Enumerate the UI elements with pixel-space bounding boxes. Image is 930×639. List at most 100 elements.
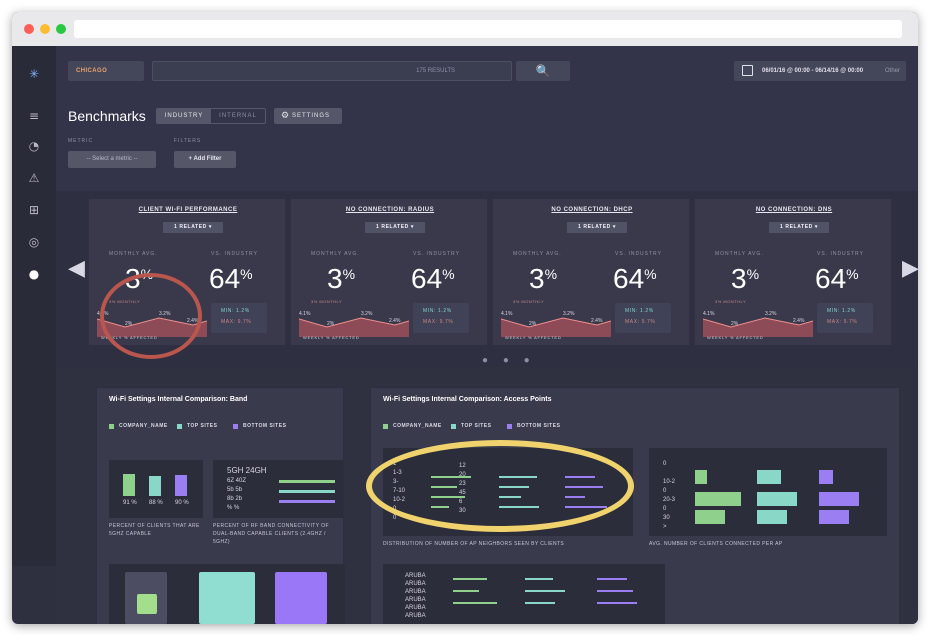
top-square [199,572,255,624]
metric-card[interactable]: NO CONNECTION: DNS 1 RELATED ▾ MONTHLY A… [694,198,892,346]
search-icon: 🔍 [535,64,551,78]
bar-top [149,476,161,496]
date-range[interactable]: 06/01/16 @ 00:00 - 06/14/16 @ 00:00 Other [734,61,906,81]
spark-4: 2.4% [389,318,401,324]
bottom-square [275,572,327,624]
sidebar: ✳ ≡ ◔ ⚠ ⊞ ◎ ● [12,46,56,566]
weekly-label: WEEKLY % AFFECTED [707,335,764,340]
bar-company [123,474,135,496]
min-value: MIN: 1.2% [625,308,654,314]
add-filter-button[interactable]: + Add Filter [174,151,236,168]
brand-icon[interactable]: ✳ [28,67,40,81]
vs-value: 64% [209,263,253,294]
next-arrow-icon[interactable]: ▶ [902,256,918,281]
network-icon[interactable]: ⊞ [28,203,40,217]
menu-icon[interactable]: ≡ [28,109,40,123]
card-title[interactable]: CLIENT WI-FI PERFORMANCE [138,207,238,213]
min-value: MIN: 1.2% [423,308,452,314]
location-select[interactable]: CHICAGO [68,61,144,81]
related-button[interactable]: 1 RELATED ▾ [567,222,627,233]
card-pager[interactable]: ● ● ● [482,355,536,366]
spark-4: 2.4% [793,318,805,324]
min-max-box: MIN: 1.2% MAX: 9.7% [615,303,671,333]
band-row-3: 8b 2b [227,496,243,502]
settings-button[interactable]: ⚙ SETTINGS [274,108,342,124]
vendor-5: ARUBA [405,605,426,611]
weekly-label: WEEKLY % AFFECTED [505,335,562,340]
bar-label-bottom: 90 % [175,500,189,506]
vs-label: VS. INDUSTRY [413,251,460,257]
monthly-note: 3% MONTHLY [715,299,747,304]
band-row-1: 6Z 40Z [227,478,247,484]
vendor-1: ARUBA [405,573,426,579]
calendar-icon [742,65,753,76]
spark-1: 4.1% [299,311,311,317]
max-value: MAX: 9.7% [827,319,858,325]
gauge-icon[interactable]: ◔ [28,139,40,153]
metric-card[interactable]: NO CONNECTION: RADIUS 1 RELATED ▾ MONTHL… [290,198,488,346]
gear-icon: ⚙ [281,111,291,121]
bar-label-company: 91 % [123,500,137,506]
related-button[interactable]: 1 RELATED ▾ [163,222,223,233]
segmented-toggle: INDUSTRY INTERNAL [156,108,266,124]
user-icon[interactable]: ● [28,267,40,281]
rf-bar [279,500,335,503]
toggle-internal[interactable]: INTERNAL [219,113,257,119]
search-results: 175 RESULTS [416,68,455,74]
legend-top: TOP SITES [177,423,217,429]
close-dot[interactable] [24,24,34,34]
related-button[interactable]: 1 RELATED ▾ [365,222,425,233]
metric-select[interactable]: -- Select a metric -- [68,151,156,168]
maximize-dot[interactable] [56,24,66,34]
legend-bottom: BOTTOM SITES [233,423,286,429]
legend-bottom: BOTTOM SITES [507,423,560,429]
band-row-4: % % [227,505,240,511]
monthly-value: 3% [327,263,356,294]
minimize-dot[interactable] [40,24,50,34]
date-other: Other [884,68,900,74]
globe-icon[interactable]: ◎ [28,235,40,249]
sparkline: 4.1% 2% 3.2% 2.4% [299,311,409,337]
metric-label: METRIC [68,138,94,144]
vs-label: VS. INDUSTRY [817,251,864,257]
monthly-label: MONTHLY AVG. [311,251,360,257]
vendor-4: ARUBA [405,597,426,603]
rf-chart: 5GH 24GH 6Z 40Z 5b 5b 8b 2b % % [213,460,343,518]
spark-1: 4.1% [703,311,715,317]
band-row-2: 5b 5b [227,487,243,493]
monthly-value: 3% [529,263,558,294]
card-title[interactable]: NO CONNECTION: DNS [755,207,833,213]
monthly-label: MONTHLY AVG. [513,251,562,257]
monthly-value: 3% [731,263,760,294]
card-title[interactable]: NO CONNECTION: RADIUS [345,207,435,213]
related-button[interactable]: 1 RELATED ▾ [769,222,829,233]
warning-icon[interactable]: ⚠ [28,171,40,185]
weekly-label: WEEKLY % AFFECTED [303,335,360,340]
card-title[interactable]: NO CONNECTION: DHCP [551,207,633,213]
legend-top: TOP SITES [451,423,491,429]
spark-2: 2% [731,321,739,327]
search-input[interactable]: 175 RESULTS [152,61,512,81]
highlight-circle-yellow [366,440,634,532]
company-square-inner [137,594,157,614]
vendor-6: ARUBA [405,613,426,619]
filters-label: FILTERS [174,138,202,144]
vendor-chart: ARUBA ARUBA ARUBA ARUBA ARUBA ARUBA [383,564,665,624]
prev-arrow-icon[interactable]: ◀ [68,256,85,281]
date-text: 06/01/16 @ 00:00 - 06/14/16 @ 00:00 [762,68,864,74]
band-caption-2: PERCENT OF RF BAND CONNECTIVITY OF DUAL-… [213,523,329,545]
vendor-3: ARUBA [405,589,426,595]
vs-label: VS. INDUSTRY [615,251,662,257]
ap-caption-1: DISTRIBUTION OF NUMBER OF AP NEIGHBORS S… [383,541,565,547]
band-title: Wi-Fi Settings Internal Comparison: Band [109,396,248,403]
search-button[interactable]: 🔍 [516,61,570,81]
spark-3: 3.2% [765,311,777,317]
url-bar[interactable] [74,20,902,38]
five-ghz-chart: 91 % 88 % 90 % [109,460,203,518]
vs-value: 64% [411,263,455,294]
main-area: CHICAGO 175 RESULTS 🔍 06/01/16 @ 00:00 -… [56,46,918,624]
toggle-industry[interactable]: INDUSTRY [157,109,211,123]
monthly-note: 3% MONTHLY [311,299,343,304]
metric-card[interactable]: NO CONNECTION: DHCP 1 RELATED ▾ MONTHLY … [492,198,690,346]
top-band: CHICAGO 175 RESULTS 🔍 06/01/16 @ 00:00 -… [56,46,918,186]
